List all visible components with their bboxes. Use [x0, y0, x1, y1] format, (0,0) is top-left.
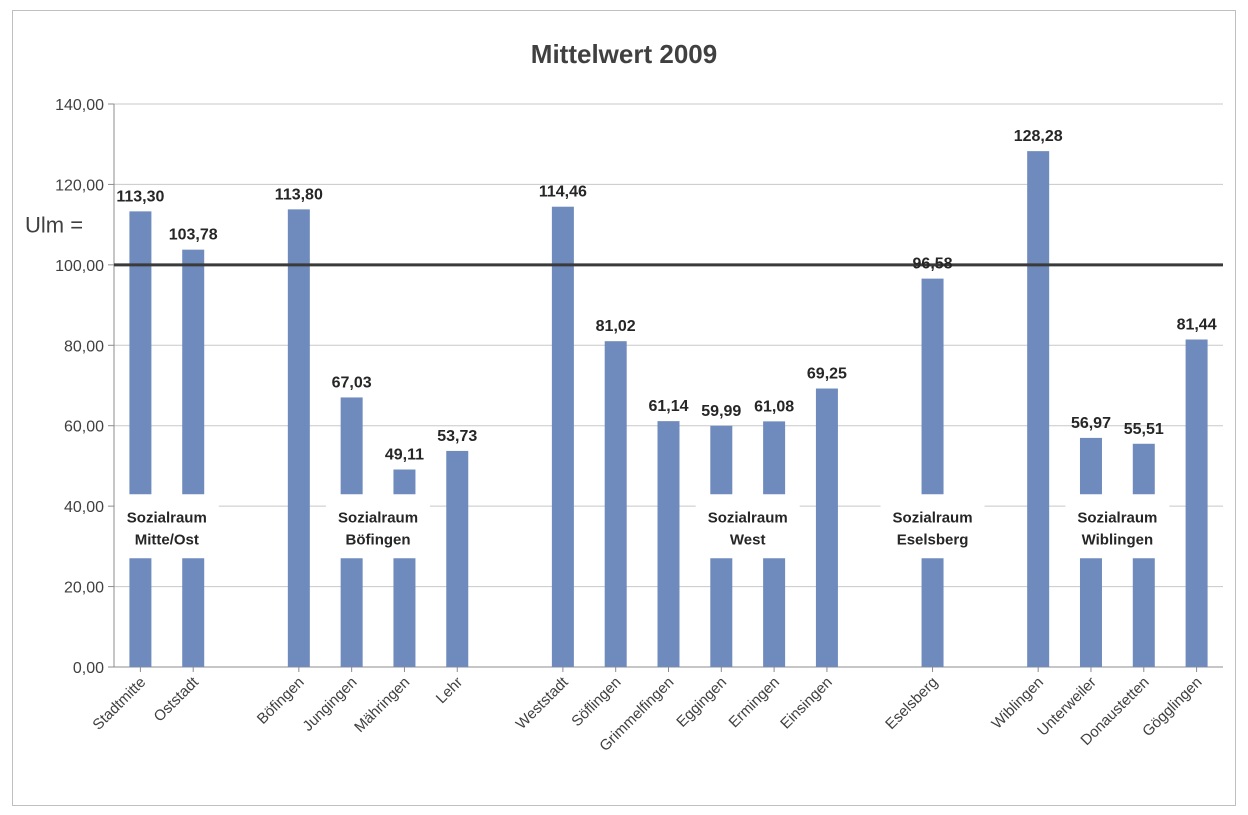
data-label: 81,02	[596, 318, 636, 335]
annotation-line1: Sozialraum	[893, 509, 973, 526]
x-tick-label: Söflingen	[568, 674, 624, 730]
x-tick-label: Ermingen	[726, 674, 783, 731]
data-label: 59,99	[701, 403, 741, 420]
annotation-box	[114, 494, 219, 559]
bar	[287, 209, 310, 667]
data-label: 103,78	[169, 227, 218, 244]
data-labels: 113,30 103,78 113,80 67,03 49,11 53,73 114,46 8…	[116, 128, 1216, 463]
bar	[1027, 151, 1050, 667]
bar	[657, 421, 680, 667]
annotation-box	[326, 494, 431, 559]
annotation-box	[880, 494, 985, 559]
bar	[815, 388, 838, 667]
x-tick-label: Eggingen	[673, 674, 730, 731]
annotation-box	[1065, 494, 1170, 559]
x-axis-labels: Stadtmitte Oststadt BöfingenJungingenMähri…	[89, 667, 1205, 755]
annotation-line1: Sozialraum	[338, 509, 418, 526]
data-label: 128,28	[1014, 128, 1063, 145]
data-label: 55,51	[1124, 421, 1164, 438]
bar	[129, 211, 152, 668]
data-label: 96,58	[913, 256, 953, 273]
annotation-line1: Sozialraum	[1077, 509, 1157, 526]
annotation-line2: Mitte/Ost	[135, 531, 199, 548]
annotation-line1: Sozialraum	[127, 509, 207, 526]
bar	[551, 206, 574, 668]
y-tick-label: 40,00	[64, 499, 104, 516]
bar	[446, 450, 469, 667]
annotation-line2: Wiblingen	[1082, 531, 1154, 548]
annotation-line2: Eselsberg	[897, 531, 969, 548]
x-tick-label: Stadtmitte	[89, 674, 149, 734]
chart-frame: Mittelwert 2009 0,00 20,00 40,00 60,00 80,00…	[12, 10, 1236, 806]
annotation-line2: West	[730, 531, 766, 548]
x-tick-label: Mähringen	[351, 674, 413, 736]
bar	[1185, 339, 1208, 667]
y-tick-label: 120,00	[55, 177, 104, 194]
x-tick-label: Lehr	[433, 674, 466, 707]
y-tick-label: 140,00	[55, 97, 104, 114]
annotation-line1: Sozialraum	[708, 509, 788, 526]
reference-line-label: Ulm =	[25, 213, 83, 238]
x-tick-label: Böfingen	[254, 674, 308, 728]
x-tick-label: Oststadt	[151, 673, 203, 725]
x-tick-label: Eselsberg	[882, 674, 941, 733]
y-axis-ticks: 0,00 20,00 40,00 60,00 80,00 100,00 120,00 140,…	[55, 97, 104, 677]
bar	[604, 341, 627, 667]
bar	[921, 278, 944, 667]
x-tick-label: Jungingen	[299, 674, 360, 735]
data-label: 67,03	[332, 374, 372, 391]
y-tick-label: 60,00	[64, 419, 104, 436]
bar-chart: Mittelwert 2009 0,00 20,00 40,00 60,00 80,00…	[25, 39, 1223, 755]
data-label: 49,11	[385, 447, 424, 464]
y-tick-label: 20,00	[64, 580, 104, 597]
x-tick-label: Weststadt	[513, 673, 573, 733]
y-tick-label: 80,00	[64, 338, 104, 355]
data-label: 69,25	[807, 366, 847, 383]
annotation-line2: Böfingen	[346, 531, 411, 548]
data-label: 81,44	[1177, 316, 1217, 333]
annotation-box	[695, 494, 800, 559]
x-tick-label: Einsingen	[777, 674, 836, 733]
group-annotations: Sozialraum Mitte/Ost Sozialraum Böfingen Soz…	[114, 494, 1170, 559]
data-label: 61,08	[754, 398, 794, 415]
data-label: 56,97	[1071, 415, 1111, 432]
data-label: 61,14	[648, 398, 688, 415]
y-tick-label: 100,00	[55, 258, 104, 275]
reference-line-group: Ulm =	[25, 213, 1223, 267]
data-label: 113,80	[275, 186, 323, 203]
data-label: 53,73	[437, 428, 477, 445]
y-tick-label: 0,00	[73, 660, 104, 677]
chart-title: Mittelwert 2009	[531, 39, 717, 69]
data-label: 114,46	[539, 184, 587, 201]
data-label: 113,30	[116, 188, 164, 205]
bar	[182, 249, 205, 668]
